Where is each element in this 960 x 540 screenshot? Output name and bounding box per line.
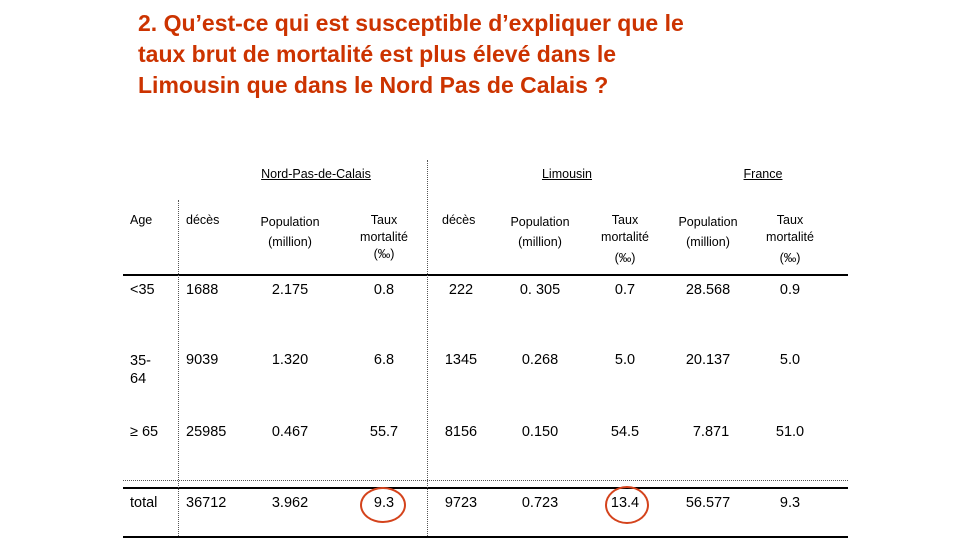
cell-age-part: 64 (130, 371, 147, 387)
title-line-3: Limousin que dans le Nord Pas de Calais … (138, 72, 609, 98)
header-text: (million) (518, 235, 562, 249)
col-header-age: Age (130, 213, 153, 227)
header-text: (‰) (779, 251, 801, 265)
cell-deces-npc: 1688 (186, 282, 219, 298)
col-header-population-france: Population (million) (678, 212, 737, 252)
group-header-france: France (743, 167, 783, 181)
header-text: mortalité (766, 230, 814, 244)
header-text: Taux (611, 213, 639, 227)
slide-title: 2. Qu’est-ce qui est susceptible d’expli… (138, 8, 938, 101)
highlight-circle-limousin-total (605, 486, 649, 524)
header-text: (‰) (373, 247, 395, 261)
cell-age: <35 (130, 282, 155, 298)
cell-pop-france: 20.137 (685, 352, 731, 368)
cell-pop-npc: 1.320 (271, 352, 309, 368)
group-header-limousin: Limousin (541, 167, 593, 181)
col-header-deces-npc: décès (186, 213, 220, 227)
bottom-rule (123, 536, 848, 538)
cell-taux-npc: 0.8 (373, 282, 395, 298)
header-text: Population (260, 215, 320, 229)
header-text: Taux (370, 213, 398, 227)
cell-deces-npc: 25985 (186, 424, 227, 440)
cell-pop-france: 56.577 (685, 495, 731, 511)
column-divider-age (178, 200, 179, 536)
cell-pop-limousin: 0. 305 (519, 282, 561, 298)
cell-taux-france: 9.3 (779, 495, 801, 511)
cell-pop-npc: 2.175 (271, 282, 309, 298)
total-rule (123, 487, 848, 489)
cell-taux-limousin: 54.5 (610, 424, 640, 440)
col-header-taux-npc: Taux mortalité (‰) (360, 212, 408, 263)
header-text: Population (678, 215, 738, 229)
header-text: Population (510, 215, 570, 229)
cell-taux-france: 51.0 (775, 424, 805, 440)
title-line-1: 2. Qu’est-ce qui est susceptible d’expli… (138, 10, 684, 36)
cell-pop-france: 28.568 (685, 282, 731, 298)
header-text: Taux (776, 213, 804, 227)
cell-taux-france: 5.0 (779, 352, 801, 368)
cell-age: 35- 64 (130, 352, 151, 388)
col-header-taux-limousin: Taux mortalité (‰) (601, 212, 649, 267)
header-rule (123, 274, 848, 276)
cell-deces-limousin: 1345 (444, 352, 478, 368)
highlight-circle-npc-total (360, 487, 406, 523)
cell-taux-npc: 6.8 (373, 352, 395, 368)
header-text: mortalité (360, 230, 408, 244)
header-text: (‰) (614, 251, 636, 265)
cell-deces-limousin: 8156 (444, 424, 478, 440)
cell-age: total (130, 495, 158, 511)
cell-taux-limousin: 0.7 (614, 282, 636, 298)
cell-deces-npc: 36712 (186, 495, 227, 511)
col-header-deces-limousin: décès (442, 213, 476, 227)
cell-taux-npc: 55.7 (369, 424, 399, 440)
cell-pop-npc: 3.962 (271, 495, 309, 511)
cell-age-part: 35- (130, 353, 151, 369)
cell-deces-npc: 9039 (186, 352, 219, 368)
cell-taux-limousin: 5.0 (614, 352, 636, 368)
column-divider-npc (427, 160, 428, 536)
cell-taux-france: 0.9 (779, 282, 801, 298)
col-header-taux-france: Taux mortalité (‰) (766, 212, 814, 267)
group-header-npc: Nord-Pas-de-Calais (261, 167, 371, 181)
cell-pop-limousin: 0.268 (521, 352, 559, 368)
cell-pop-limousin: 0.723 (521, 495, 559, 511)
cell-pop-npc: 0.467 (271, 424, 309, 440)
cell-deces-limousin: 222 (448, 282, 474, 298)
col-header-population-limousin: Population (million) (510, 212, 569, 252)
header-text: (million) (268, 235, 312, 249)
title-line-2: taux brut de mortalité est plus élevé da… (138, 41, 617, 67)
cell-age: ≥ 65 (130, 424, 159, 440)
dotted-rule (123, 480, 848, 481)
header-text: (million) (686, 235, 730, 249)
header-text: mortalité (601, 230, 649, 244)
cell-pop-france: 7.871 (692, 424, 730, 440)
col-header-population-npc: Population (million) (260, 212, 319, 252)
cell-deces-limousin: 9723 (444, 495, 478, 511)
cell-pop-limousin: 0.150 (521, 424, 559, 440)
